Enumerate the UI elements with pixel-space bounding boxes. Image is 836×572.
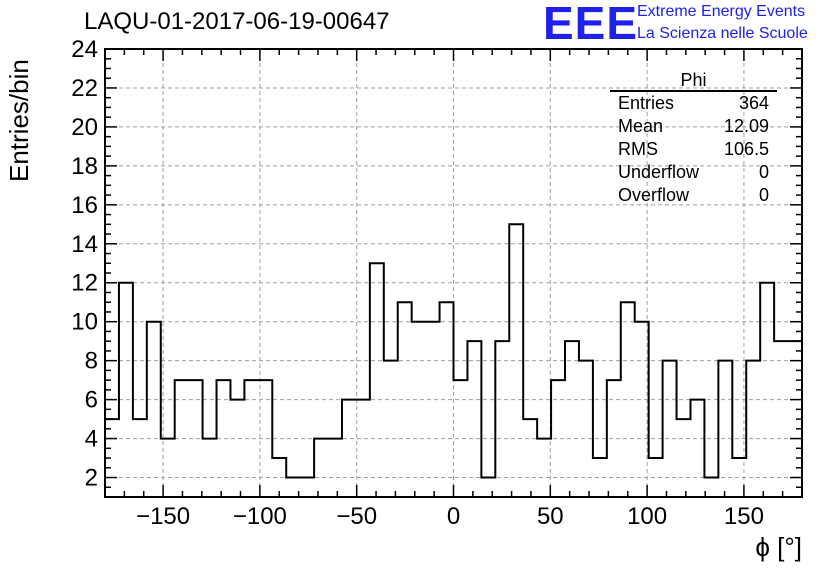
stats-label: Overflow [618, 185, 690, 205]
brand-line-2: La Scienza nelle Scuole [637, 25, 808, 42]
histogram-bin [649, 458, 663, 497]
stats-value: 12.09 [723, 116, 769, 136]
stats-title: Phi [680, 70, 707, 90]
stats-label: RMS [618, 139, 658, 159]
stats-label: Underflow [618, 162, 700, 182]
stats-row-underflow: Underflow 0 [618, 162, 769, 184]
histogram-bin [774, 341, 788, 497]
y-tick-label: 16 [71, 192, 98, 219]
histogram-bin [593, 458, 607, 497]
y-tick-label: 4 [85, 426, 98, 453]
y-tick-label: 14 [71, 231, 98, 258]
brand-line-1: Extreme Energy Events [637, 3, 806, 20]
stats-row-mean: Mean 12.09 [618, 116, 769, 138]
histogram-bin [300, 478, 314, 497]
histogram-bin [119, 283, 133, 497]
y-tick-label: 12 [71, 270, 98, 297]
stats-value: 364 [738, 93, 769, 113]
stats-row-entries: Entries 364 [618, 93, 769, 115]
y-tick-label: 6 [85, 387, 98, 414]
x-axis-label: ϕ [°] [755, 532, 802, 562]
stats-label: Mean [618, 116, 664, 136]
histogram-bin [495, 341, 509, 497]
histogram-bin [342, 400, 356, 497]
histogram-bin [746, 361, 760, 497]
histogram-bin [147, 322, 161, 497]
histogram-bin [454, 380, 468, 497]
x-tick-label: −100 [233, 503, 287, 530]
histogram-bin [356, 400, 370, 497]
histogram-bin [760, 283, 774, 497]
axis-ticks [104, 48, 803, 498]
histogram-bin [189, 380, 203, 497]
histogram-bin [621, 302, 635, 497]
histogram-bin [258, 380, 272, 497]
histogram-outline [105, 223, 802, 479]
histogram-bin [467, 341, 481, 497]
x-tick-label: 150 [724, 503, 764, 530]
stats-value: 0 [758, 162, 769, 182]
histogram-bin [537, 439, 551, 497]
histogram-bin [565, 341, 579, 497]
y-tick-label: 10 [71, 309, 98, 336]
y-tick-label: 20 [71, 114, 98, 141]
histogram-bin [217, 380, 231, 497]
histogram-bin [718, 361, 732, 497]
histogram-bin [481, 478, 495, 497]
eee-logo: EEE [543, 0, 639, 49]
x-tick-label: 50 [537, 503, 564, 530]
histogram-bin [175, 380, 189, 497]
x-tick-label: −50 [336, 503, 377, 530]
histogram-bin [203, 439, 217, 497]
y-tick-label: 18 [71, 153, 98, 180]
stats-label: Entries [618, 93, 675, 113]
histogram-bin [314, 439, 328, 497]
y-tick-label: 24 [71, 36, 98, 63]
histogram-bin [328, 439, 342, 497]
y-tick-label: 2 [85, 465, 98, 492]
histogram-series [105, 223, 802, 497]
x-tick-label: 100 [627, 503, 667, 530]
y-tick-label: 8 [85, 348, 98, 375]
y-tick-label: 22 [71, 75, 98, 102]
histogram-bin [398, 302, 412, 497]
histogram-bin [579, 361, 593, 497]
histogram-bin [230, 400, 244, 497]
histogram-bin [244, 380, 258, 497]
chart-title: LAQU-01-2017-06-19-00647 [84, 8, 390, 35]
histogram-bin [523, 419, 537, 497]
histogram-bin [551, 380, 565, 497]
histogram-bin [440, 302, 454, 497]
histogram-bin [384, 361, 398, 497]
x-tick-label: 0 [447, 503, 460, 530]
histogram-bin [635, 322, 649, 497]
x-tick-labels: −150 −100 −50 0 50 100 150 [136, 503, 764, 530]
y-axis-label: Entries/bin [4, 59, 34, 182]
stats-row-overflow: Overflow 0 [618, 185, 769, 207]
histogram-bin [607, 380, 621, 497]
stats-divider [610, 90, 777, 92]
histogram-bin [690, 400, 704, 497]
histogram-bin [509, 224, 523, 497]
histogram-bin [370, 263, 384, 497]
stats-row-rms: RMS 106.5 [618, 139, 769, 161]
histogram-bin [426, 322, 440, 497]
histogram-bin [412, 322, 426, 497]
histogram-bin [133, 419, 147, 497]
stats-value: 106.5 [723, 139, 769, 159]
x-tick-label: −150 [136, 503, 190, 530]
histogram-bin [677, 419, 691, 497]
histogram-bin [704, 478, 718, 497]
stats-value: 0 [758, 185, 769, 205]
histogram-bin [663, 361, 677, 497]
